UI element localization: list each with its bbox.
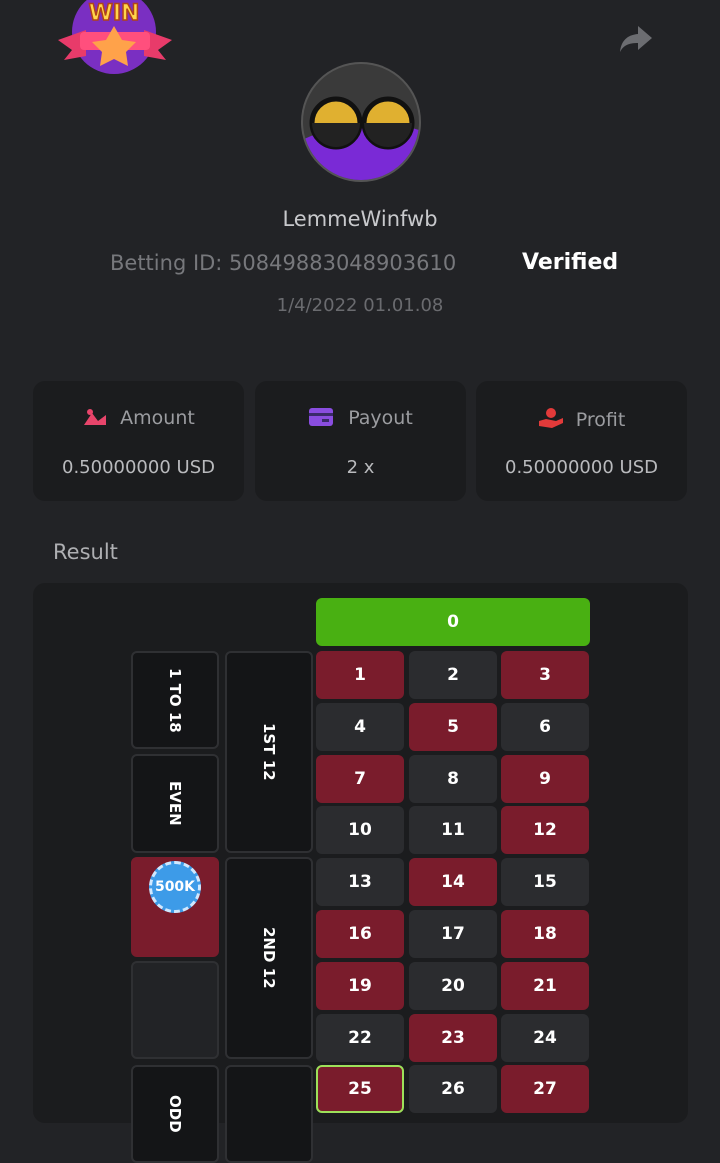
chip: 500K (149, 861, 201, 913)
stat-value: 0.50000000 USD (62, 457, 215, 478)
number-cell[interactable]: 15 (501, 858, 589, 907)
result-title: Result (53, 540, 118, 564)
verified: Verified (522, 250, 619, 275)
number-cell[interactable]: 10 (316, 806, 404, 855)
number-cell[interactable]: 21 (501, 961, 589, 1010)
number-cell[interactable]: 5 (409, 702, 497, 751)
number-cell[interactable]: 1 (316, 651, 404, 699)
number-cell[interactable]: 24 (501, 1013, 589, 1062)
stat-value: 2 x (346, 457, 375, 478)
number-cell[interactable]: 2 (409, 651, 497, 699)
stat-label-text: Profit (575, 409, 626, 431)
page: html,body{margin:0;padding:0;} body{widt… (33, 0, 687, 1163)
profit-card: Profit 0.50000000 USD (476, 381, 687, 501)
number-cell[interactable]: 12 (501, 806, 589, 855)
number-cell[interactable]: 18 (501, 910, 589, 958)
payout-icon (309, 408, 334, 426)
number-cell[interactable]: 17 (409, 910, 497, 958)
amount-card: Amount 0.50000000 USD (33, 381, 244, 501)
number-cell[interactable]: 13 (316, 858, 404, 907)
outside-bet[interactable]: ODD (131, 1065, 219, 1163)
bet-label: EVEN (166, 781, 184, 826)
date: 1/4/2022 01.01.08 (276, 295, 444, 316)
amount-icon (84, 409, 107, 425)
number-cell[interactable]: 23 (409, 1013, 497, 1062)
number-cell[interactable]: 7 (316, 754, 404, 803)
win-badge: WIN (58, 0, 172, 74)
username: LemmeWinfwb (282, 207, 438, 231)
badge-text: WIN (89, 1, 140, 26)
bet-label: 1ST 12 (260, 723, 278, 781)
stat-label: Amount (33, 407, 244, 429)
number-cell[interactable]: 11 (409, 806, 497, 855)
number-cell[interactable]: 6 (501, 702, 589, 751)
number-cell[interactable]: 25 (316, 1065, 404, 1114)
screen: {"header":{"badge":"WIN","username":"Lem… (33, 0, 687, 1163)
stat-label: Profit (476, 407, 687, 431)
bet-label: 1 TO 18 (166, 667, 184, 733)
avatar (301, 62, 421, 182)
dozen-bet[interactable]: 2ND 12 (225, 857, 313, 1059)
number-cell[interactable]: 3 (501, 651, 589, 699)
profit-icon (538, 408, 563, 428)
number-cell[interactable]: 4 (316, 702, 404, 751)
bet-label: 2ND 12 (260, 927, 278, 989)
stat-label-text: Payout (348, 407, 413, 429)
number-cell[interactable]: 9 (501, 754, 589, 803)
number-cell[interactable]: 8 (409, 754, 497, 803)
stat-value: 0.50000000 USD (505, 457, 658, 478)
payout-card: Payout 2 x (255, 381, 466, 501)
betting-id: Betting ID: 5084988304890361​0 (110, 251, 457, 275)
outside-bet[interactable]: 1 TO 18 (131, 651, 219, 749)
roulette-board: 0 1 2 3 4 5 6 7 8 9 10 11 12 13 14 15 16 17 18 19 20 21 22 23 2… (33, 583, 688, 1163)
red-bet[interactable]: 500K (131, 857, 219, 957)
number-cell[interactable]: 26 (409, 1065, 497, 1114)
number-cell[interactable]: 27 (501, 1065, 589, 1114)
stat-label-text: Amount (120, 407, 195, 429)
number-cell[interactable]: 19 (316, 961, 404, 1010)
number-cell[interactable]: 20 (409, 961, 497, 1010)
outside-bet[interactable]: EVEN (131, 754, 219, 853)
number-cell[interactable]: 14 (409, 858, 497, 907)
dozen-bet[interactable]: 1ST 12 (225, 651, 313, 853)
share-icon[interactable] (618, 24, 654, 54)
zero-cell[interactable]: 0 (316, 598, 590, 646)
number-cell[interactable]: 22 (316, 1013, 404, 1062)
bet-label: ODD (166, 1095, 184, 1133)
dozen-bet[interactable] (225, 1065, 313, 1163)
black-bet[interactable] (131, 961, 219, 1059)
stat-label: Payout (255, 407, 466, 429)
number-cell[interactable]: 16 (316, 910, 404, 958)
